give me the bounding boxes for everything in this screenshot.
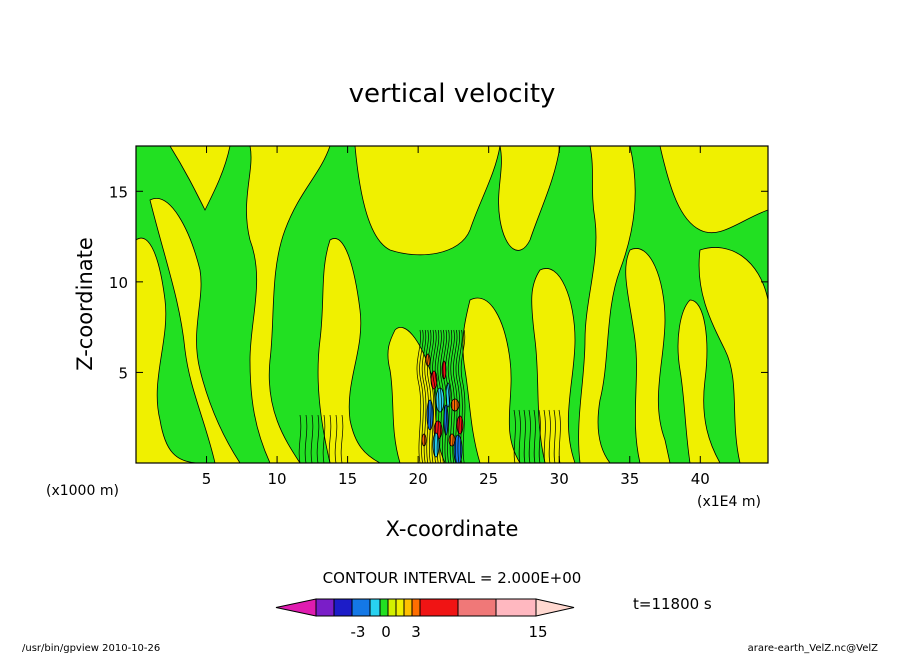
- contour-line: [316, 414, 320, 463]
- colorbar-segment: [379, 598, 389, 617]
- contour-line: [445, 329, 450, 463]
- contour-line: [528, 409, 531, 463]
- contour-interval-label: CONTOUR INTERVAL = 2.000E+00: [323, 569, 582, 587]
- contour-line: [518, 409, 521, 463]
- y-axis-ticks: 5 10 15: [109, 183, 768, 382]
- contour-region: [354, 146, 501, 256]
- contour-line: [434, 329, 440, 463]
- colorbar-tick-label: 0: [381, 623, 391, 641]
- x-tick-label: 15: [338, 470, 357, 488]
- y-axis-title: Z-coordinate: [73, 237, 97, 371]
- contour-line: [432, 329, 437, 463]
- colorbar-tick-label: 3: [411, 623, 421, 641]
- y-tick-label: 15: [109, 183, 128, 201]
- colorbar: [275, 598, 575, 617]
- contour-line: [437, 329, 442, 463]
- contour-region: [578, 146, 636, 463]
- contour-line: [543, 409, 546, 463]
- contour-line: [334, 414, 338, 463]
- footer-left: /usr/bin/gpview 2010-10-26: [22, 643, 160, 654]
- colorbar-tick-label: 15: [528, 623, 547, 641]
- contour-region: [659, 146, 768, 234]
- contour-line: [340, 414, 344, 463]
- colorbar-segment: [369, 598, 381, 617]
- y-tick-label: 5: [118, 364, 128, 382]
- contour-region: [246, 146, 331, 463]
- contour-line: [442, 329, 448, 463]
- contour-line: [298, 414, 302, 463]
- time-label: t=11800 s: [633, 595, 712, 613]
- x-tick-label: 25: [479, 470, 498, 488]
- colorbar-segment: [495, 598, 537, 617]
- colorbar-segment: [351, 598, 371, 617]
- contour-line: [458, 329, 463, 463]
- contour-line: [419, 329, 424, 463]
- chart-title: vertical velocity: [349, 79, 556, 109]
- colorbar-segment: [315, 598, 335, 617]
- contour-line: [538, 409, 541, 463]
- plot-frame: [135, 145, 769, 464]
- contour-cell: [432, 432, 440, 458]
- contour-line: [322, 414, 326, 463]
- x-tick-label: 10: [268, 470, 287, 488]
- colorbar-tick-labels: -3 0 3 15: [351, 623, 548, 641]
- x-unit-left: (x1000 m): [46, 483, 119, 499]
- contour-line: [548, 409, 551, 463]
- contour-region: [136, 237, 201, 463]
- contour-line: [447, 329, 453, 463]
- contour-line: [429, 329, 435, 463]
- contour-region: [169, 146, 231, 211]
- footer-right: arare-earth_VelZ.nc@VelZ: [748, 643, 879, 654]
- x-axis-ticks: 5 10 15 20 25 30 35 40: [202, 146, 710, 488]
- x-tick-label: 30: [550, 470, 569, 488]
- contour-line: [453, 329, 458, 463]
- plot-area: [136, 146, 768, 463]
- colorbar-tick-label: -3: [351, 623, 366, 641]
- contour-line: [421, 329, 427, 463]
- contour-fields: [136, 146, 768, 463]
- contour-line: [460, 329, 466, 463]
- contour-cell: [435, 387, 445, 413]
- colorbar-segment: [395, 598, 405, 617]
- contour-region: [625, 248, 671, 463]
- contour-line: [427, 329, 432, 463]
- contour-region: [677, 299, 721, 463]
- contour-line: [328, 414, 332, 463]
- contour-region: [317, 238, 381, 463]
- contour-region: [149, 198, 241, 463]
- x-tick-label: 35: [620, 470, 639, 488]
- x-unit-right: (x1E4 m): [697, 494, 761, 510]
- contour-line: [440, 329, 445, 463]
- colorbar-segment: [333, 598, 353, 617]
- contour-line: [416, 329, 422, 463]
- contour-line: [533, 409, 536, 463]
- contour-line: [304, 414, 308, 463]
- contour-region: [698, 247, 768, 463]
- contour-line: [455, 329, 461, 463]
- x-tick-label: 20: [409, 470, 428, 488]
- contour-line: [450, 329, 455, 463]
- contour-line: [310, 414, 314, 463]
- colorbar-right-arrow: [535, 598, 575, 617]
- contour-line: [523, 409, 526, 463]
- contour-region: [498, 146, 561, 251]
- contour-line: [553, 409, 556, 463]
- contour-line: [513, 409, 516, 463]
- colorbar-segment: [419, 598, 459, 617]
- contour-line: [424, 329, 429, 463]
- x-tick-label: 40: [691, 470, 710, 488]
- colorbar-segment: [457, 598, 497, 617]
- y-tick-label: 10: [109, 274, 128, 292]
- x-axis-title: X-coordinate: [386, 517, 519, 541]
- x-tick-label: 5: [202, 470, 212, 488]
- colorbar-left-arrow: [275, 598, 317, 617]
- colorbar-segment: [411, 598, 421, 617]
- colorbar-segment: [387, 598, 397, 617]
- colorbar-segment: [403, 598, 413, 617]
